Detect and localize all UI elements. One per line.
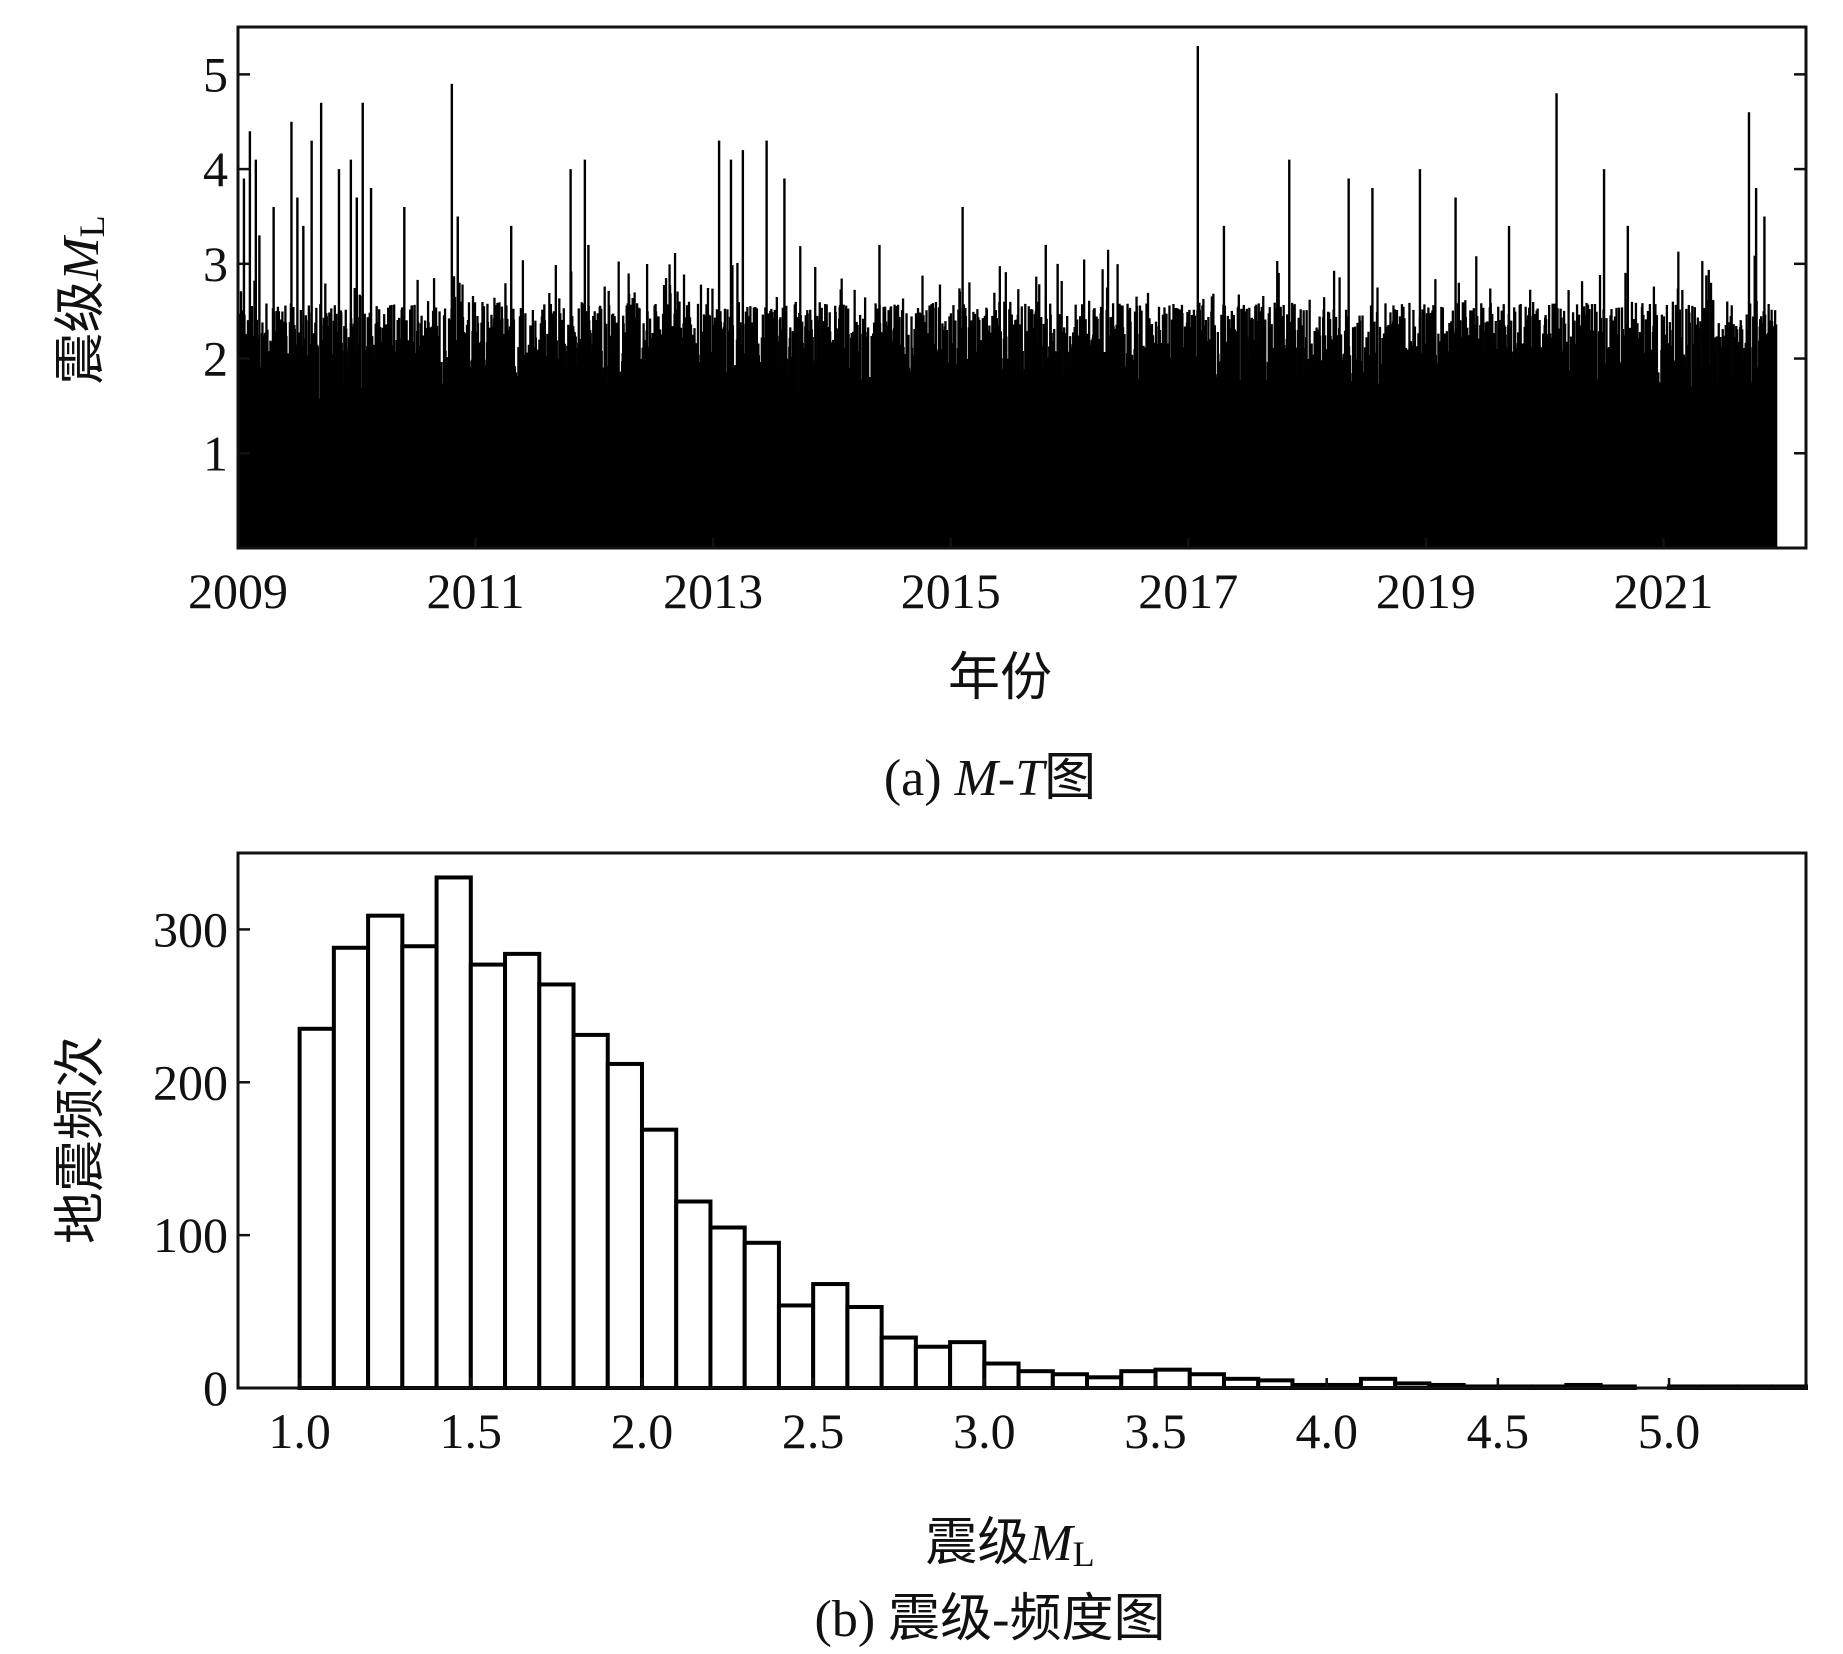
histogram-bar	[879, 1335, 918, 1391]
histogram-bar	[605, 1061, 644, 1390]
histogram-bar	[1085, 1375, 1124, 1391]
histogram-ticks: 0 100 200 300 1.0 1.5 2.0 2.5 3.0 3.5 4.0 4.5 5.0	[153, 901, 1700, 1459]
histogram-bar	[537, 982, 576, 1391]
mt-y-tick-label: 4	[203, 141, 228, 197]
histogram-bar	[434, 875, 473, 1391]
histogram-bar	[503, 951, 542, 1390]
mt-y-tick-label: 5	[203, 46, 228, 102]
mt-chart: 1 2 3 4 5 2009 2011 2013 2015 2017 2019 2021 震级ML 年…	[53, 25, 1808, 807]
mt-y-tick-label: 1	[203, 425, 228, 481]
histogram-x-tick-label: 3.5	[1124, 1403, 1187, 1459]
histogram-x-tick-label: 4.0	[1295, 1403, 1358, 1459]
histogram-bar	[1016, 1369, 1055, 1390]
mt-chart-y-axis-title-m: M	[53, 235, 110, 282]
histogram-bar	[1187, 1372, 1227, 1390]
mt-x-tick-label: 2009	[188, 563, 288, 619]
histogram-bar	[811, 1282, 850, 1391]
histogram-bar	[742, 1240, 781, 1391]
mt-chart-ticks: 1 2 3 4 5 2009 2011 2013 2015 2017 2019 2021	[188, 46, 1806, 619]
histogram-bar	[845, 1304, 884, 1390]
mt-y-tick-label: 3	[203, 236, 228, 292]
mt-chart-y-axis-title-main: 震级	[53, 281, 110, 385]
histogram-bar	[708, 1225, 747, 1390]
mt-chart-caption-suffix: 图	[1044, 750, 1096, 807]
histogram-y-tick-label: 0	[203, 1360, 228, 1416]
histogram-bar	[1153, 1367, 1192, 1391]
histogram-bar	[674, 1199, 713, 1391]
histogram-x-axis-title: 震级ML	[925, 1515, 1094, 1574]
histogram-x-axis-title-main: 震级	[925, 1515, 1029, 1572]
mt-chart-caption: (a) M-T图	[884, 750, 1096, 807]
histogram-y-tick-label: 200	[153, 1054, 228, 1110]
mt-chart-caption-prefix: (a)	[884, 750, 955, 807]
histogram-frame	[236, 851, 1808, 1390]
histogram-y-tick-label: 100	[153, 1207, 228, 1263]
mt-chart-y-axis-title-sub: L	[72, 215, 112, 237]
histogram-y-axis-title: 地震频次	[53, 1036, 110, 1244]
histogram-bar	[331, 945, 371, 1391]
mt-y-tick-label: 2	[203, 331, 228, 387]
histogram-x-tick-label: 1.5	[440, 1403, 503, 1459]
histogram-bar	[297, 1026, 336, 1391]
histogram-bar	[913, 1344, 953, 1390]
histogram-bar	[571, 1032, 610, 1391]
histogram-y-tick-label: 300	[153, 901, 228, 957]
histogram-bar	[468, 962, 508, 1391]
histogram-bar	[366, 913, 405, 1390]
histogram-bar	[639, 1127, 679, 1391]
histogram-bar	[1119, 1369, 1158, 1390]
histogram-bar	[400, 944, 439, 1390]
histogram-chart: 0 100 200 300 1.0 1.5 2.0 2.5 3.0 3.5 4.0 4.5 5.0 地震…	[53, 851, 1809, 1648]
histogram-bar	[776, 1303, 816, 1390]
histogram-x-tick-label: 2.5	[782, 1403, 845, 1459]
mt-x-tick-label: 2021	[1613, 563, 1713, 619]
mt-chart-frame	[236, 25, 1808, 550]
histogram-bars	[297, 875, 1809, 1391]
mt-x-tick-label: 2011	[426, 563, 524, 619]
mt-x-tick-label: 2019	[1376, 563, 1476, 619]
histogram-caption: (b) 震级-频度图	[815, 1591, 1166, 1648]
mt-x-tick-label: 2017	[1138, 563, 1238, 619]
histogram-x-tick-label: 5.0	[1638, 1403, 1701, 1459]
mt-chart-x-axis-title: 年份	[948, 650, 1052, 707]
histogram-x-axis-title-m: M	[1028, 1515, 1075, 1572]
histogram-x-tick-label: 2.0	[611, 1403, 674, 1459]
mt-x-tick-label: 2015	[901, 563, 1001, 619]
mt-chart-y-axis-title: 震级ML	[53, 215, 112, 384]
mt-x-tick-label: 2013	[663, 563, 763, 619]
histogram-x-tick-label: 4.5	[1467, 1403, 1530, 1459]
histogram-bar	[1050, 1372, 1090, 1390]
histogram-x-axis-title-sub: L	[1073, 1534, 1095, 1574]
histogram-bar	[948, 1340, 987, 1391]
mt-chart-events	[236, 45, 1778, 548]
histogram-x-tick-label: 3.0	[953, 1403, 1016, 1459]
histogram-bar	[982, 1361, 1021, 1391]
mt-chart-caption-italic: M-T	[954, 750, 1048, 807]
histogram-x-tick-label: 1.0	[268, 1403, 331, 1459]
